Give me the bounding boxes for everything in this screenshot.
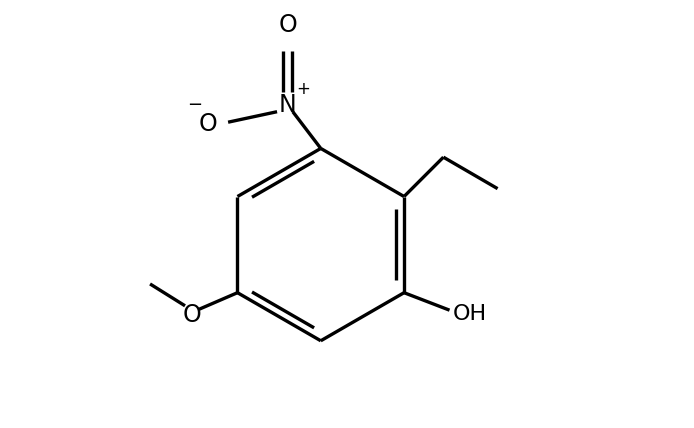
Text: −: − [187,96,203,114]
Text: OH: OH [453,304,487,324]
Text: O: O [183,303,201,327]
Text: N: N [279,93,296,117]
Text: +: + [296,80,310,98]
Text: O: O [199,112,218,136]
Text: O: O [278,13,297,37]
